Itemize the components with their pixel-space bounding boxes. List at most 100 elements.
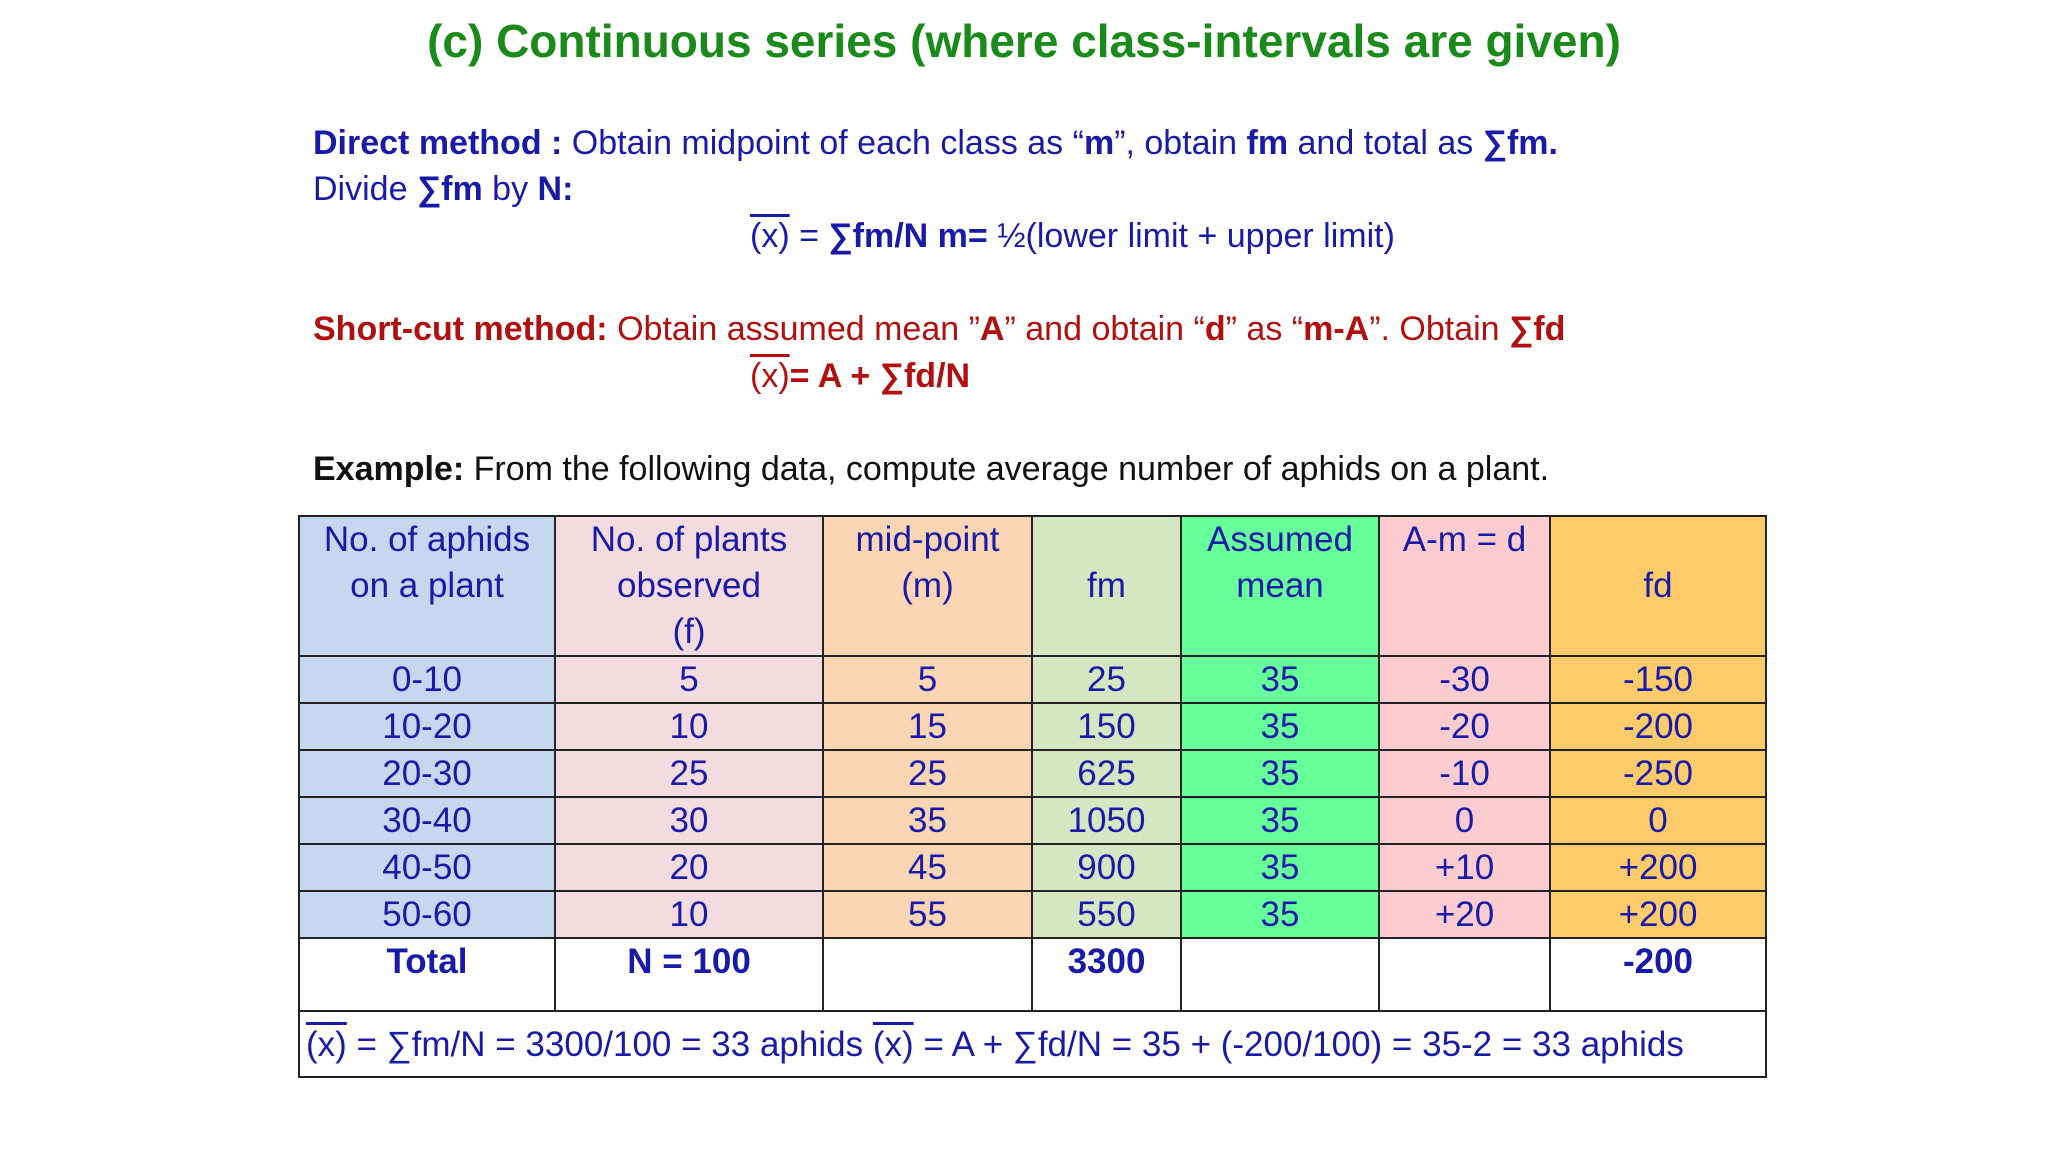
shortcut-text-4: ”. Obtain — [1369, 310, 1510, 348]
page-title: (c) Continuous series (where class-inter… — [427, 15, 1621, 67]
xbar-symbol: (x) — [872, 1024, 914, 1064]
header-text: fd — [1643, 566, 1673, 605]
total-m — [822, 937, 1033, 1012]
xbar-symbol: (x) — [306, 1024, 347, 1064]
cell-f: 10 — [554, 702, 824, 751]
direct-formula-eq: = — [789, 217, 829, 255]
cell-f: 10 — [554, 890, 824, 939]
cell-m: 35 — [822, 796, 1033, 845]
direct-line2-c: by — [482, 170, 538, 208]
shortcut-sumfd: ∑fd — [1509, 310, 1566, 348]
cell-class: 0-10 — [298, 655, 556, 704]
header-text: (f) — [672, 612, 706, 651]
cell-m: 45 — [822, 843, 1033, 892]
header-midpoint: mid-point (m) — [822, 515, 1033, 657]
direct-m: m — [1083, 124, 1115, 162]
aphids-frequency-table: No. of aphids on a plant No. of plants obs… — [298, 515, 1767, 1078]
cell-class: 50-60 — [298, 890, 556, 939]
cell-A: 35 — [1180, 749, 1380, 798]
direct-line2-b: ∑fm — [416, 170, 483, 208]
cell-fm: 900 — [1031, 843, 1182, 892]
header-plants: No. of plants observed (f) — [554, 515, 824, 657]
example-label: Example: — [313, 450, 465, 488]
shortcut-formula-mean: = A + ∑fd/N — [789, 357, 971, 395]
header-aphids: No. of aphids on a plant — [298, 515, 556, 657]
table-total-row: Total N = 100 3300 -200 — [298, 937, 1767, 1012]
table-header-row: No. of aphids on a plant No. of plants obs… — [298, 515, 1767, 657]
table-row: 40-50 20 45 900 35 +10 +200 — [298, 843, 1767, 892]
table-row: 30-40 30 35 1050 35 0 0 — [298, 796, 1767, 845]
cell-fd: 0 — [1549, 796, 1767, 845]
header-text: A-m = d — [1402, 520, 1527, 559]
shortcut-text-2: ” and obtain “ — [1004, 310, 1205, 348]
header-text: Assumed — [1207, 520, 1353, 559]
table-row: 0-10 5 5 25 35 -30 -150 — [298, 655, 1767, 704]
cell-class: 30-40 — [298, 796, 556, 845]
cell-A: 35 — [1180, 655, 1380, 704]
shortcut-text-3: ” as “ — [1225, 310, 1304, 348]
shortcut-d: d — [1204, 310, 1226, 348]
direct-line2-d: N: — [537, 170, 574, 208]
cell-d: +20 — [1378, 890, 1551, 939]
cell-class: 20-30 — [298, 749, 556, 798]
header-text: (m) — [901, 566, 954, 605]
cell-d: -20 — [1378, 702, 1551, 751]
header-fd: fd — [1549, 515, 1767, 657]
cell-d: +10 — [1378, 843, 1551, 892]
cell-fm: 150 — [1031, 702, 1182, 751]
example-text: From the following data, compute average… — [464, 450, 1550, 488]
direct-line2-a: Divide — [313, 170, 417, 208]
total-A — [1180, 937, 1380, 1012]
cell-fm: 550 — [1031, 890, 1182, 939]
header-text: mid-point — [855, 520, 1000, 559]
direct-text-2: ”, obtain — [1114, 124, 1247, 162]
table-row: 20-30 25 25 625 35 -10 -250 — [298, 749, 1767, 798]
shortcut-text-1: Obtain assumed mean ” — [607, 310, 980, 348]
cell-d: -10 — [1378, 749, 1551, 798]
shortcut-mean-result: = A + ∑fd/N = 35 + (-200/100) = 35-2 = 3… — [913, 1024, 1684, 1064]
direct-formula-mean: ∑fm/N — [828, 217, 929, 255]
total-fm: 3300 — [1031, 937, 1182, 1012]
direct-method-line-2: Divide ∑fm by N: — [313, 170, 573, 209]
cell-fd: +200 — [1549, 890, 1767, 939]
direct-method-line-1: Direct method : Obtain midpoint of each … — [313, 124, 1558, 163]
direct-method-label: Direct method : — [313, 124, 563, 162]
shortcut-formula: (x)= A + ∑fd/N — [750, 357, 970, 396]
cell-fd: +200 — [1549, 843, 1767, 892]
header-fm: fm — [1031, 515, 1182, 657]
cell-m: 25 — [822, 749, 1033, 798]
cell-fd: -150 — [1549, 655, 1767, 704]
cell-d: -30 — [1378, 655, 1551, 704]
cell-class: 40-50 — [298, 843, 556, 892]
table-footer-row: (x) = ∑fm/N = 3300/100 = 33 aphids (x) =… — [298, 1010, 1767, 1078]
cell-fd: -250 — [1549, 749, 1767, 798]
total-n: N = 100 — [554, 937, 824, 1012]
shortcut-method-line: Short-cut method: Obtain assumed mean ”A… — [313, 310, 1565, 349]
cell-f: 5 — [554, 655, 824, 704]
direct-formula-m: m= — [937, 217, 988, 255]
shortcut-A: A — [979, 310, 1005, 348]
cell-f: 25 — [554, 749, 824, 798]
header-text: No. of aphids — [323, 520, 531, 559]
direct-formula-gap — [928, 217, 937, 255]
example-line: Example: From the following data, comput… — [313, 450, 1549, 489]
shortcut-mA: m-A — [1303, 310, 1370, 348]
total-label: Total — [298, 937, 556, 1012]
xbar-symbol: (x) — [750, 217, 790, 255]
cell-fd: -200 — [1549, 702, 1767, 751]
cell-A: 35 — [1180, 702, 1380, 751]
direct-formula: (x) = ∑fm/N m= ½(lower limit + upper lim… — [750, 217, 1395, 256]
header-text: No. of plants — [590, 520, 788, 559]
cell-class: 10-20 — [298, 702, 556, 751]
cell-A: 35 — [1180, 843, 1380, 892]
cell-fm: 25 — [1031, 655, 1182, 704]
table-row: 10-20 10 15 150 35 -20 -200 — [298, 702, 1767, 751]
direct-text-1: Obtain midpoint of each class as “ — [562, 124, 1084, 162]
header-deviation: A-m = d — [1378, 515, 1551, 657]
direct-mean-result: = ∑fm/N = 3300/100 = 33 aphids — [346, 1024, 873, 1064]
header-text: observed — [617, 566, 761, 605]
header-assumed-mean: Assumed mean — [1180, 515, 1380, 657]
cell-fm: 1050 — [1031, 796, 1182, 845]
direct-text-3: and total as — [1288, 124, 1483, 162]
table-row: 50-60 10 55 550 35 +20 +200 — [298, 890, 1767, 939]
